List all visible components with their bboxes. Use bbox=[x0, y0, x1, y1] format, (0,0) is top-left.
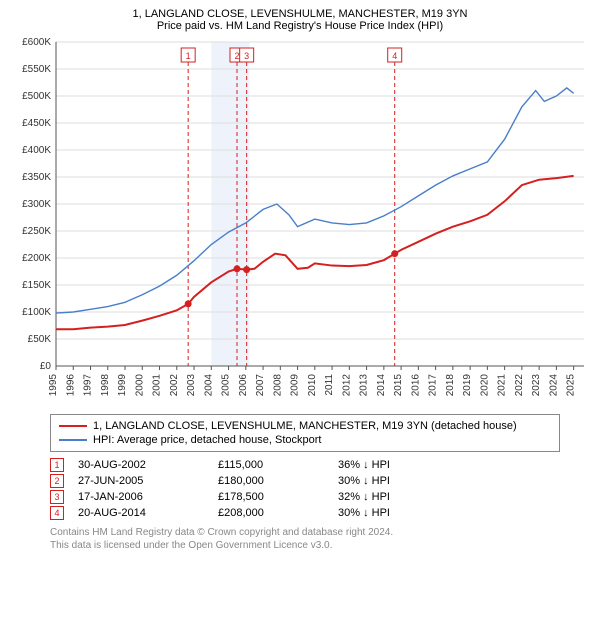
svg-text:£450K: £450K bbox=[22, 118, 51, 129]
legend-item: 1, LANGLAND CLOSE, LEVENSHULME, MANCHEST… bbox=[59, 419, 551, 433]
svg-text:2001: 2001 bbox=[152, 374, 163, 397]
svg-text:2018: 2018 bbox=[445, 374, 456, 397]
svg-text:£600K: £600K bbox=[22, 37, 51, 48]
title-line-2: Price paid vs. HM Land Registry's House … bbox=[10, 20, 590, 32]
sale-price: £208,000 bbox=[218, 507, 338, 519]
svg-text:£250K: £250K bbox=[22, 226, 51, 237]
svg-text:1996: 1996 bbox=[65, 374, 76, 397]
svg-text:2022: 2022 bbox=[514, 374, 525, 397]
svg-text:4: 4 bbox=[392, 51, 397, 61]
svg-text:2012: 2012 bbox=[341, 374, 352, 397]
svg-text:£500K: £500K bbox=[22, 91, 51, 102]
footer-line-1: Contains HM Land Registry data © Crown c… bbox=[50, 526, 580, 539]
sale-marker-icon: 2 bbox=[50, 474, 64, 488]
legend-swatch-icon bbox=[59, 425, 87, 427]
svg-text:2023: 2023 bbox=[531, 374, 542, 397]
svg-text:2019: 2019 bbox=[462, 374, 473, 397]
title-line-1: 1, LANGLAND CLOSE, LEVENSHULME, MANCHEST… bbox=[10, 8, 590, 20]
svg-text:£100K: £100K bbox=[22, 307, 51, 318]
legend-item: HPI: Average price, detached house, Stoc… bbox=[59, 433, 551, 447]
sale-price: £178,500 bbox=[218, 491, 338, 503]
svg-text:2021: 2021 bbox=[497, 374, 508, 397]
sale-date: 17-JAN-2006 bbox=[78, 491, 218, 503]
svg-text:2007: 2007 bbox=[255, 374, 266, 397]
sale-price: £115,000 bbox=[218, 459, 338, 471]
svg-text:2011: 2011 bbox=[324, 374, 335, 396]
svg-text:2006: 2006 bbox=[238, 374, 249, 397]
attribution-footer: Contains HM Land Registry data © Crown c… bbox=[50, 526, 580, 552]
svg-text:1998: 1998 bbox=[100, 374, 111, 397]
sale-price: £180,000 bbox=[218, 475, 338, 487]
svg-text:2025: 2025 bbox=[566, 374, 577, 397]
svg-text:£50K: £50K bbox=[28, 334, 52, 345]
svg-text:1995: 1995 bbox=[48, 374, 59, 397]
svg-text:2000: 2000 bbox=[134, 374, 145, 397]
svg-text:3: 3 bbox=[244, 51, 249, 61]
svg-text:2024: 2024 bbox=[548, 374, 559, 397]
svg-text:1997: 1997 bbox=[83, 374, 94, 397]
svg-text:£550K: £550K bbox=[22, 64, 51, 75]
sale-row: 4 20-AUG-2014£208,00030% ↓ HPI bbox=[50, 506, 590, 520]
footer-line-2: This data is licensed under the Open Gov… bbox=[50, 539, 580, 552]
sale-row: 2 27-JUN-2005£180,00030% ↓ HPI bbox=[50, 474, 590, 488]
legend: 1, LANGLAND CLOSE, LEVENSHULME, MANCHEST… bbox=[50, 414, 560, 452]
svg-text:2017: 2017 bbox=[428, 374, 439, 397]
svg-text:2005: 2005 bbox=[221, 374, 232, 397]
svg-text:2004: 2004 bbox=[203, 374, 214, 397]
svg-text:£200K: £200K bbox=[22, 253, 51, 264]
legend-swatch-icon bbox=[59, 439, 87, 441]
chart: £0 £50K £100K £150K £200K £250K £300K £350K £400… bbox=[10, 36, 590, 406]
sale-date: 27-JUN-2005 bbox=[78, 475, 218, 487]
sale-marker-icon: 3 bbox=[50, 490, 64, 504]
sale-delta: 30% ↓ HPI bbox=[338, 475, 458, 487]
sale-marker-icon: 1 bbox=[50, 458, 64, 472]
svg-text:2020: 2020 bbox=[479, 374, 490, 397]
sale-date: 20-AUG-2014 bbox=[78, 507, 218, 519]
svg-text:2010: 2010 bbox=[307, 374, 318, 397]
sale-date: 30-AUG-2002 bbox=[78, 459, 218, 471]
svg-text:2016: 2016 bbox=[410, 374, 421, 397]
svg-text:2009: 2009 bbox=[290, 374, 301, 397]
chart-title: 1, LANGLAND CLOSE, LEVENSHULME, MANCHEST… bbox=[10, 8, 590, 32]
sales-table: 1 30-AUG-2002£115,00036% ↓ HPI 2 27-JUN-200… bbox=[10, 458, 590, 520]
svg-text:2002: 2002 bbox=[169, 374, 180, 397]
svg-text:£350K: £350K bbox=[22, 172, 51, 183]
svg-text:£300K: £300K bbox=[22, 199, 51, 210]
svg-text:2008: 2008 bbox=[272, 374, 283, 397]
legend-label: 1, LANGLAND CLOSE, LEVENSHULME, MANCHEST… bbox=[93, 420, 517, 432]
chart-svg: £0 £50K £100K £150K £200K £250K £300K £350K £400… bbox=[10, 36, 590, 406]
sale-row: 3 17-JAN-2006£178,50032% ↓ HPI bbox=[50, 490, 590, 504]
sale-delta: 36% ↓ HPI bbox=[338, 459, 458, 471]
svg-text:£0: £0 bbox=[40, 361, 52, 372]
svg-text:1999: 1999 bbox=[117, 374, 128, 397]
svg-text:1: 1 bbox=[186, 51, 191, 61]
svg-text:2: 2 bbox=[234, 51, 239, 61]
svg-text:2013: 2013 bbox=[359, 374, 370, 397]
svg-text:£150K: £150K bbox=[22, 280, 51, 291]
sale-delta: 32% ↓ HPI bbox=[338, 491, 458, 503]
svg-text:2015: 2015 bbox=[393, 374, 404, 397]
sale-row: 1 30-AUG-2002£115,00036% ↓ HPI bbox=[50, 458, 590, 472]
sale-marker-icon: 4 bbox=[50, 506, 64, 520]
svg-text:2014: 2014 bbox=[376, 374, 387, 397]
sale-delta: 30% ↓ HPI bbox=[338, 507, 458, 519]
svg-text:£400K: £400K bbox=[22, 145, 51, 156]
svg-text:2003: 2003 bbox=[186, 374, 197, 397]
legend-label: HPI: Average price, detached house, Stoc… bbox=[93, 434, 322, 446]
